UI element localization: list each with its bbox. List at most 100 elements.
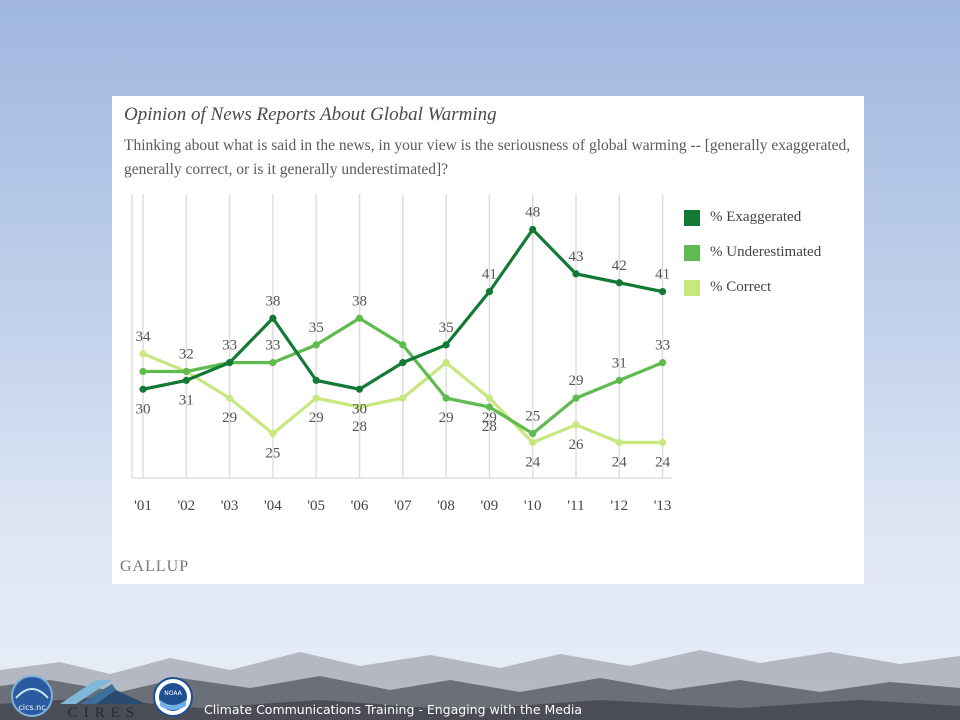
x-tick-label: '08 xyxy=(437,498,455,514)
legend-label: % Exaggerated xyxy=(710,209,802,225)
data-point xyxy=(485,394,493,402)
x-tick-label: '06 xyxy=(351,498,369,514)
mountain-silhouette xyxy=(0,650,960,720)
chart-title: Opinion of News Reports About Global War… xyxy=(124,104,497,125)
noaa-logo-text: NOAA xyxy=(164,690,182,697)
data-label: 35 xyxy=(309,320,324,336)
data-label: 31 xyxy=(179,392,194,408)
data-label: 25 xyxy=(265,446,280,462)
legend-item: % Correct xyxy=(684,270,821,305)
data-label: 33 xyxy=(265,338,280,354)
data-label: 32 xyxy=(179,347,194,363)
data-point xyxy=(399,359,407,367)
data-point xyxy=(572,421,580,429)
data-point xyxy=(442,394,450,402)
data-point xyxy=(269,314,277,322)
data-point xyxy=(182,367,190,376)
x-tick-label: '13 xyxy=(654,498,672,514)
data-point xyxy=(442,341,450,349)
x-tick-label: '04 xyxy=(264,498,282,514)
data-label: 41 xyxy=(655,267,670,283)
x-tick-label: '10 xyxy=(524,498,542,514)
data-point xyxy=(399,341,407,349)
data-point xyxy=(572,270,580,278)
x-tick-label: '05 xyxy=(307,498,325,514)
line-chart: '01 '02 '03 '04 '05 '06 '07 '08 '09 '10 '11 '12 '13 3… xyxy=(131,194,673,514)
data-label: 41 xyxy=(482,267,497,283)
data-label: 33 xyxy=(222,338,237,354)
noaa-logo: NOAA xyxy=(153,677,193,717)
data-label: 29 xyxy=(222,410,237,426)
data-label: 25 xyxy=(525,409,540,425)
data-label: 30 xyxy=(352,401,367,417)
data-label: 24 xyxy=(525,455,541,471)
data-label: 35 xyxy=(439,320,454,336)
chart-subtitle: Thinking about what is said in the news,… xyxy=(124,137,851,178)
data-point xyxy=(442,359,450,367)
legend-swatch xyxy=(684,209,700,226)
data-point xyxy=(355,385,364,393)
data-label: 24 xyxy=(655,455,671,471)
gallup-logo: GALLUP xyxy=(120,558,190,575)
data-label: 29 xyxy=(439,410,454,426)
data-point xyxy=(139,350,147,358)
cires-logo: CIRES xyxy=(60,680,146,718)
x-tick-label: '09 xyxy=(481,498,499,514)
data-point xyxy=(529,430,537,438)
data-point xyxy=(139,367,147,376)
legend-item: % Underestimated xyxy=(684,235,821,270)
data-label: 38 xyxy=(352,293,367,309)
data-label: 28 xyxy=(352,419,367,435)
chart-legend: % Exaggerated % Underestimated % Correct xyxy=(684,200,821,305)
cics-logo: cics.nc xyxy=(11,675,53,717)
legend-label: % Correct xyxy=(710,279,772,295)
data-label: 29 xyxy=(569,373,584,389)
legend-swatch xyxy=(684,279,700,296)
data-point xyxy=(312,341,320,349)
data-point xyxy=(355,314,364,322)
data-point xyxy=(659,359,667,367)
data-point xyxy=(312,376,320,384)
data-point xyxy=(615,376,623,384)
data-label: 30 xyxy=(136,401,151,417)
data-point xyxy=(529,438,537,447)
x-tick-label: '12 xyxy=(610,498,628,514)
cires-logo-text: CIRES xyxy=(68,705,141,718)
data-point xyxy=(659,288,667,296)
footer-caption: Climate Communications Training - Engagi… xyxy=(204,702,583,717)
x-tick-label: '03 xyxy=(221,498,239,514)
data-label: 48 xyxy=(525,205,540,221)
cics-logo-text: cics.nc xyxy=(18,703,45,712)
data-point xyxy=(659,438,667,447)
data-point xyxy=(182,376,190,384)
data-label: 33 xyxy=(655,338,670,354)
data-point xyxy=(269,359,277,367)
x-tick-label: '01 xyxy=(134,498,152,514)
data-label: 31 xyxy=(612,355,627,371)
data-label: 38 xyxy=(265,293,280,309)
data-label: 43 xyxy=(569,249,584,265)
chart-card: Opinion of News Reports About Global War… xyxy=(112,96,864,584)
data-point xyxy=(572,394,580,402)
data-label: 26 xyxy=(569,437,585,453)
data-point xyxy=(399,394,407,402)
data-label: 29 xyxy=(309,410,324,426)
data-point xyxy=(226,394,234,402)
x-tick-label: '02 xyxy=(177,498,195,514)
legend-label: % Underestimated xyxy=(710,244,822,260)
x-tick-label: '11 xyxy=(567,498,584,514)
data-point xyxy=(139,385,147,393)
data-point xyxy=(312,394,320,402)
data-point xyxy=(355,403,364,411)
data-label: 29 xyxy=(482,410,497,426)
x-tick-label: '07 xyxy=(394,498,412,514)
data-point xyxy=(226,359,234,367)
data-label: 24 xyxy=(612,455,628,471)
data-label: 42 xyxy=(612,258,627,274)
data-point xyxy=(269,430,277,438)
data-point xyxy=(615,438,623,447)
data-point xyxy=(485,288,493,296)
legend-swatch xyxy=(684,244,700,261)
data-point xyxy=(485,403,493,411)
legend-item: % Exaggerated xyxy=(684,200,821,235)
